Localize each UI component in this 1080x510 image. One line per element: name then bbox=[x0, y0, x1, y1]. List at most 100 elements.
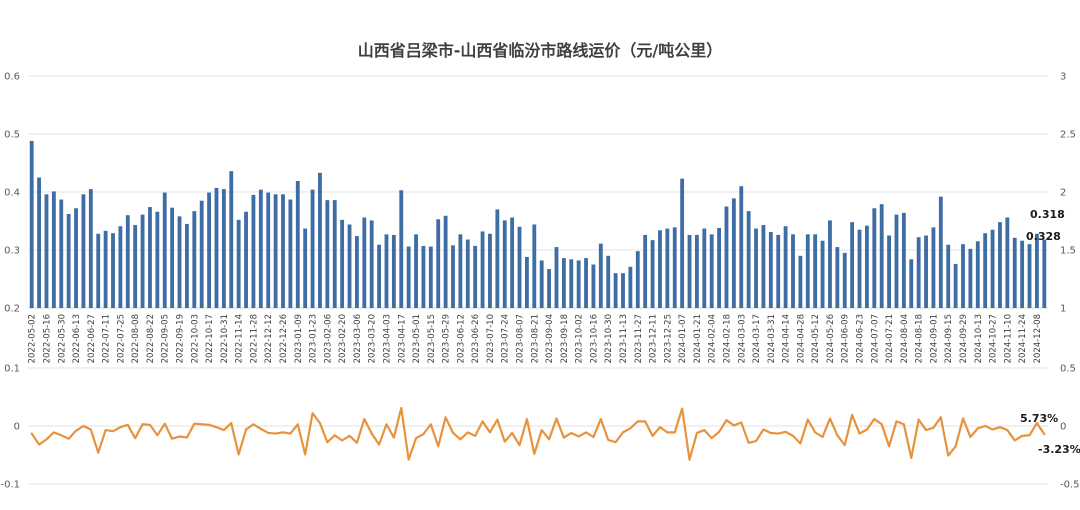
x-tick-label: 2023-09-18 bbox=[560, 314, 570, 363]
right-top-axis: 1 1.5 2 2.5 3 bbox=[1060, 72, 1076, 315]
bar bbox=[576, 260, 581, 308]
x-tick-label: 2023-01-09 bbox=[294, 314, 304, 363]
bar bbox=[990, 229, 995, 308]
x-tick-label: 2024-02-18 bbox=[722, 314, 732, 363]
bar bbox=[66, 214, 71, 308]
x-tick-label: 2022-05-02 bbox=[28, 314, 38, 363]
x-tick-label: 2023-04-17 bbox=[397, 314, 407, 363]
bar bbox=[236, 219, 241, 308]
bar bbox=[473, 245, 478, 308]
bar bbox=[103, 230, 108, 308]
x-tick-label: 2023-11-27 bbox=[634, 314, 644, 363]
bar bbox=[362, 217, 367, 308]
bar bbox=[443, 215, 448, 308]
bar bbox=[318, 172, 322, 308]
x-tick-label: 2023-05-15 bbox=[427, 314, 437, 363]
bar bbox=[746, 211, 751, 308]
bar bbox=[658, 230, 662, 308]
bar bbox=[901, 212, 906, 308]
bar bbox=[340, 219, 345, 308]
bar bbox=[502, 220, 507, 308]
x-tick-label: 2024-01-21 bbox=[693, 314, 703, 363]
x-tick-label: 2024-01-07 bbox=[678, 314, 688, 363]
x-tick-label: 2023-05-29 bbox=[442, 314, 452, 363]
bar bbox=[332, 200, 337, 308]
bar bbox=[118, 226, 123, 308]
bar bbox=[613, 273, 618, 308]
bar bbox=[998, 222, 1002, 308]
bar bbox=[51, 191, 56, 308]
bar bbox=[835, 247, 840, 308]
y-tick-label: 0 bbox=[1060, 422, 1066, 433]
x-tick-label: 2023-10-02 bbox=[575, 314, 585, 363]
bar bbox=[1020, 240, 1025, 308]
bar bbox=[29, 140, 34, 308]
data-labels: 0.318 0.328 5.73% -3.23% bbox=[1020, 208, 1080, 456]
x-tick-label: 2022-12-26 bbox=[279, 314, 289, 363]
x-tick-label: 2023-04-03 bbox=[382, 314, 392, 363]
bar bbox=[805, 234, 810, 308]
bar bbox=[938, 196, 943, 308]
bar bbox=[709, 234, 714, 308]
bar bbox=[310, 189, 315, 308]
bar bbox=[258, 189, 263, 308]
x-tick-label: 2024-05-12 bbox=[811, 314, 821, 363]
x-tick-label: 2024-11-10 bbox=[1003, 314, 1013, 363]
bar bbox=[44, 194, 49, 308]
x-tick-label: 2024-11-24 bbox=[1018, 314, 1028, 363]
y-tick-label: 0.5 bbox=[4, 130, 20, 141]
bar bbox=[739, 186, 744, 308]
bar bbox=[170, 207, 175, 308]
bar bbox=[894, 214, 899, 308]
x-tick-label: 2024-03-03 bbox=[737, 314, 747, 363]
bar bbox=[768, 232, 773, 308]
data-label: -3.23% bbox=[1038, 443, 1080, 456]
x-tick-label: 2023-02-06 bbox=[323, 314, 333, 363]
x-tick-label: 2024-09-15 bbox=[944, 314, 954, 363]
bar bbox=[591, 264, 596, 308]
change-line-series bbox=[30, 406, 1046, 461]
x-tick-label: 2024-04-28 bbox=[796, 314, 806, 363]
bar bbox=[643, 234, 648, 308]
x-tick-label: 2023-09-04 bbox=[545, 314, 555, 363]
bar bbox=[524, 256, 529, 308]
bar bbox=[488, 233, 492, 308]
chart-title: 山西省吕梁市-山西省临汾市路线运价（元/吨公里） bbox=[358, 41, 723, 60]
bar bbox=[554, 247, 559, 308]
y-tick-label: 2.5 bbox=[1060, 130, 1076, 141]
bar bbox=[724, 206, 729, 308]
x-tick-label: 2022-08-08 bbox=[131, 314, 141, 363]
bar bbox=[561, 258, 566, 308]
x-tick-label: 2024-09-29 bbox=[959, 314, 969, 363]
bar bbox=[650, 240, 655, 308]
bar bbox=[495, 209, 500, 308]
bar bbox=[813, 234, 818, 308]
bar bbox=[162, 192, 167, 308]
bar bbox=[798, 255, 803, 308]
bar bbox=[288, 199, 293, 308]
bar bbox=[606, 255, 611, 308]
left-bottom-axis: -0.1 0 0.1 bbox=[0, 364, 20, 491]
bar bbox=[458, 234, 463, 308]
bar bbox=[731, 198, 736, 308]
bar bbox=[81, 194, 86, 308]
bar bbox=[510, 217, 515, 308]
bar bbox=[517, 226, 522, 308]
bar bbox=[864, 225, 869, 308]
x-tick-label: 2023-06-26 bbox=[471, 314, 481, 363]
bar bbox=[931, 227, 936, 308]
top-panel-grid bbox=[28, 75, 1048, 309]
bar bbox=[687, 234, 692, 308]
x-tick-label: 2022-08-22 bbox=[146, 314, 156, 363]
y-tick-label: 0.5 bbox=[1060, 364, 1076, 375]
bar bbox=[125, 215, 130, 308]
data-label: 0.328 bbox=[1026, 230, 1061, 243]
bar bbox=[140, 214, 145, 308]
x-tick-label: 2022-12-12 bbox=[264, 314, 274, 363]
bar bbox=[598, 243, 603, 308]
bar bbox=[872, 208, 877, 308]
bar bbox=[177, 216, 182, 308]
bar bbox=[384, 234, 389, 308]
bar bbox=[155, 211, 160, 308]
bar bbox=[584, 258, 588, 308]
